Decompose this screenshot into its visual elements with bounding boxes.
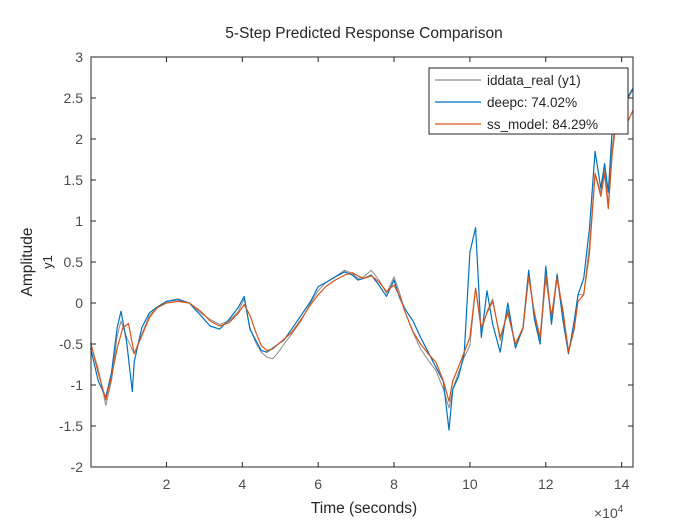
y-axis-label: Amplitude (19, 228, 36, 297)
legend: iddata_real (y1) deepc: 74.02% ss_model:… (429, 68, 628, 134)
legend-label-deepc: deepc: 74.02% (487, 95, 577, 110)
chart-title: 5-Step Predicted Response Comparison (225, 25, 502, 42)
x-tick-label: 14 (614, 476, 630, 492)
x-tick-label: 12 (538, 476, 554, 492)
y-tick-label: 0 (75, 295, 83, 311)
x-tick-label: 4 (238, 476, 246, 492)
x-tick-label: 10 (462, 476, 478, 492)
y-tick-label: -0.5 (59, 336, 83, 352)
y-tick-label: -1 (71, 377, 84, 393)
y-tick-label: 1 (75, 213, 83, 229)
y-tick-label: 3 (75, 49, 83, 65)
x-tick-label: 6 (314, 476, 322, 492)
x-exponent-label: ×104 (594, 504, 624, 521)
x-tick-label: 2 (163, 476, 171, 492)
y-tick-label: 1.5 (64, 172, 84, 188)
legend-label-iddata: iddata_real (y1) (487, 73, 581, 88)
x-exponent-power: 4 (618, 504, 624, 515)
y-channel-label: y1 (40, 255, 55, 269)
x-axis-label: Time (seconds) (311, 500, 417, 517)
y-tick-label: 0.5 (64, 254, 84, 270)
y-tick-label: 2.5 (64, 90, 84, 106)
x-exponent-base: ×10 (594, 505, 618, 521)
y-tick-label: -1.5 (59, 418, 83, 434)
x-tick-label: 8 (390, 476, 398, 492)
legend-label-ss-model: ss_model: 84.29% (487, 117, 598, 132)
y-tick-label: -2 (71, 459, 84, 475)
y-tick-label: 2 (75, 131, 83, 147)
